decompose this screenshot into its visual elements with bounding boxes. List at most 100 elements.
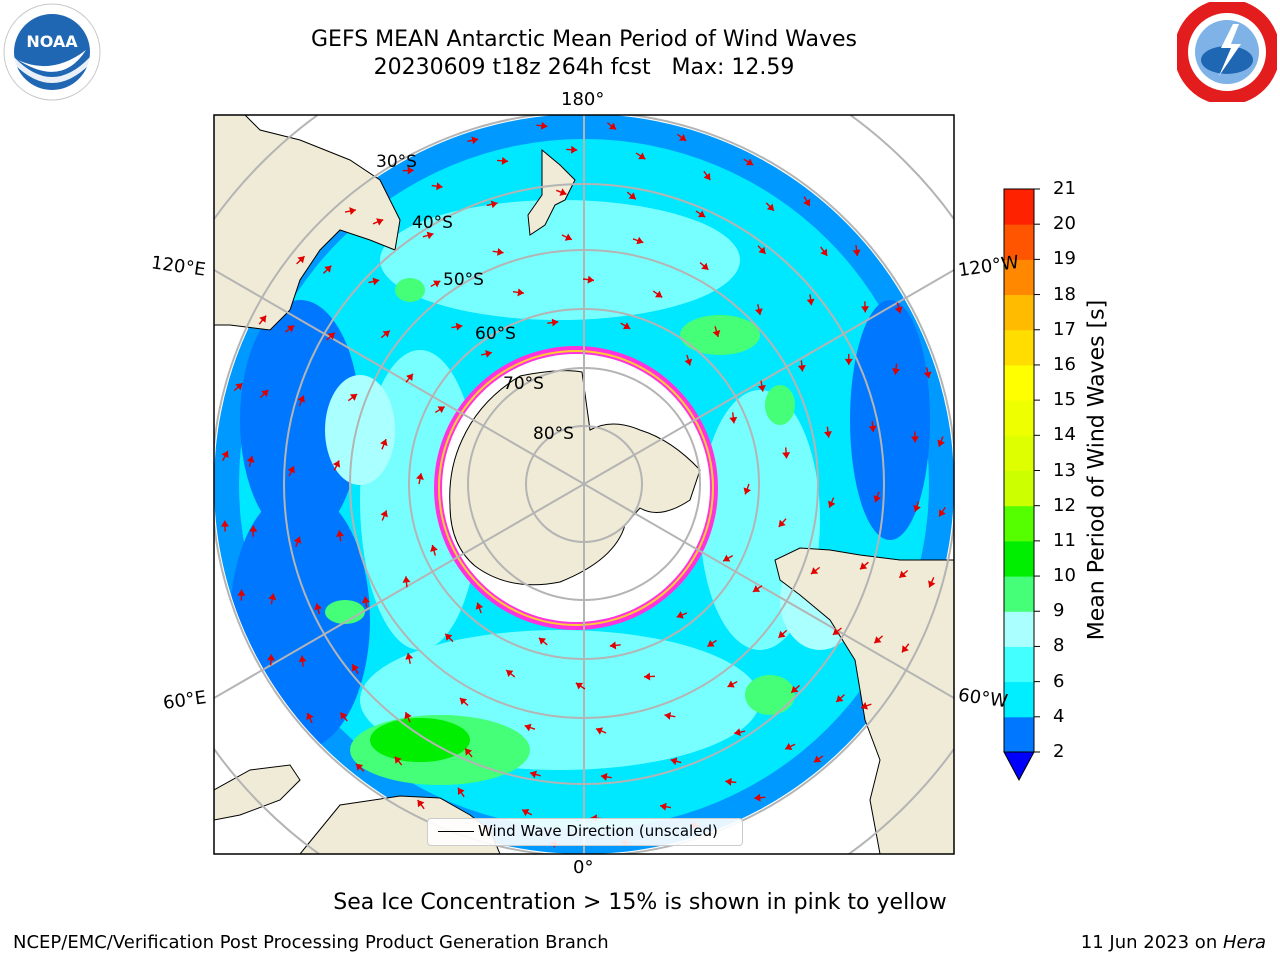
colorbar-tick-label: 9 <box>1053 600 1065 622</box>
wind-wave-arrow-head <box>551 318 559 327</box>
australia-landmass <box>214 115 401 331</box>
colorbar-segment <box>1004 294 1034 331</box>
wind-wave-arrow-head <box>327 332 335 340</box>
wind-wave-arrow-head <box>293 536 302 544</box>
wind-wave-arrow-head <box>697 210 706 218</box>
wind-wave-arrow-head <box>490 200 498 209</box>
wind-wave-arrow-head <box>267 654 276 661</box>
wind-wave-arrow-head <box>636 236 644 245</box>
colorbar-tick-label: 6 <box>1053 670 1065 692</box>
wind-wave-arrow-head <box>754 308 763 315</box>
wind-wave-arrow-head <box>785 742 793 751</box>
wind-wave-arrow-head <box>587 275 594 284</box>
wind-wave-arrow-head <box>430 545 438 552</box>
wind-wave-arrow-head <box>861 306 870 313</box>
wind-wave-arrow-head <box>684 358 693 366</box>
national-weather-service-logo <box>1177 2 1277 102</box>
wind-wave-arrow-head <box>712 330 721 337</box>
wind-wave-arrow-head <box>910 436 919 443</box>
wind-wave-arrow-head <box>824 431 832 438</box>
wind-wave-arrow-head <box>314 603 322 611</box>
lat-label-40s: 40°S <box>412 213 453 233</box>
wind-wave-arrow-head <box>937 439 945 447</box>
colorbar-segment <box>1004 364 1034 401</box>
lat-label-80s: 80°S <box>533 424 574 444</box>
wind-wave-arrow-head <box>723 554 731 562</box>
wind-wave-arrow-head <box>873 495 882 503</box>
wind-wave-arrow-head <box>517 288 524 297</box>
wind-wave-arrow-head <box>571 145 578 154</box>
wind-wave-arrow-head <box>743 487 752 495</box>
colorbar-segment <box>1004 611 1034 647</box>
colorbar-tick-label: 13 <box>1053 459 1076 481</box>
wind-wave-arrow-head <box>426 231 434 240</box>
wind-wave-arrow-head <box>261 389 269 398</box>
south-america-landmass <box>774 547 954 854</box>
colorbar-title: Mean Period of Wind Waves [s] <box>1084 299 1110 641</box>
wind-wave-arrow-head <box>860 562 868 570</box>
wind-wave-arrow-head <box>382 330 390 338</box>
wind-wave-arrow-head <box>380 510 388 518</box>
colorbar-tick-label: 20 <box>1053 213 1076 235</box>
wind-wave-arrow-head <box>237 589 246 596</box>
wind-wave-arrow-head <box>436 182 443 191</box>
wind-wave-arrow-head <box>355 763 364 771</box>
colorbar-segment <box>1004 189 1034 225</box>
wind-wave-arrow-head <box>406 373 413 381</box>
wind-wave-arrow-head <box>791 685 799 693</box>
wind-wave-arrow-head <box>349 394 358 401</box>
wind-wave-arrow-head <box>340 712 348 720</box>
wind-wave-arrow-head <box>297 256 305 264</box>
wind-wave-arrow-head <box>530 770 537 779</box>
wind-wave-arrow-head <box>928 580 936 588</box>
wind-wave-arrow-head <box>913 504 921 512</box>
wind-wave-arrow-head <box>655 290 663 298</box>
colorbar-tick-label: 21 <box>1053 178 1076 199</box>
wind-wave-arrow-head <box>457 787 465 795</box>
wind-wave-arrow-head <box>939 509 946 517</box>
wave-field-patches <box>230 200 930 785</box>
wind-wave-arrow-head <box>475 602 484 610</box>
lon-label-180: 180° <box>561 89 605 110</box>
wind-wave-arrow-head <box>754 793 761 802</box>
wind-wave-arrow-head <box>501 156 509 165</box>
wind-wave-arrow-head <box>349 207 356 215</box>
lat-label-30s: 30°S <box>376 152 417 172</box>
wind-wave-arrow-head <box>559 188 567 196</box>
wind-wave-arrow-head <box>361 596 370 604</box>
chart-title: GEFS MEAN Antarctic Mean Period of Wind … <box>311 27 857 52</box>
colorbar-segment <box>1004 681 1034 718</box>
wind-wave-arrow-head <box>433 280 441 288</box>
wind-wave-arrow-head <box>376 218 384 226</box>
wind-wave-arrow-head <box>564 233 572 241</box>
credit-line: NCEP/EMC/Verification Post Processing Pr… <box>13 932 609 953</box>
wind-wave-arrow-head <box>757 384 766 392</box>
colorbar-tick-label: 2 <box>1053 741 1065 762</box>
wind-wave-arrow-head <box>707 639 715 647</box>
lon-label-0: 0° <box>573 857 594 878</box>
colorbar-segment <box>1004 646 1034 683</box>
wind-wave-arrow-head <box>268 593 277 601</box>
colorbar-segment <box>1004 259 1034 296</box>
colorbar-segment <box>1004 716 1034 753</box>
wind-wave-arrow-head <box>752 585 761 592</box>
wind-wave-arrow-head <box>678 134 687 141</box>
wind-wave-arrow-head <box>600 772 608 781</box>
wind-wave-arrow-head <box>734 728 741 737</box>
wind-wave-arrow-head <box>923 371 932 379</box>
wind-wave-arrow-head <box>901 645 909 653</box>
colorbar-tick-label: 19 <box>1053 248 1076 270</box>
wind-wave-arrow-head <box>670 757 678 766</box>
wind-wave-arrow-head <box>643 672 651 681</box>
madagascar-landmass <box>214 764 301 821</box>
wind-wave-arrow-head <box>766 203 774 211</box>
lat-label-60s: 60°S <box>475 324 516 344</box>
wind-wave-arrow-head <box>522 809 530 817</box>
date-stamp-machine: Hera <box>1222 932 1266 953</box>
colorbar-extend-arrow <box>1003 751 1035 782</box>
wind-wave-arrows <box>220 121 946 848</box>
wind-wave-arrow-head <box>524 723 532 732</box>
wind-wave-arrow-head <box>758 246 766 254</box>
colorbar-tick-label: 18 <box>1053 283 1076 305</box>
wind-wave-arrow-head <box>497 247 504 256</box>
